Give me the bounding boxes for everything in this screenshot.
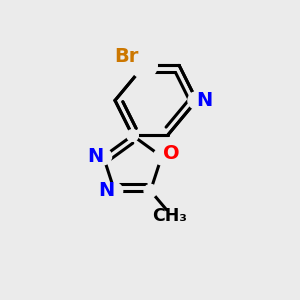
Circle shape xyxy=(127,130,138,141)
Circle shape xyxy=(154,148,170,165)
Text: CH₃: CH₃ xyxy=(152,207,187,225)
Circle shape xyxy=(188,92,206,109)
Circle shape xyxy=(106,183,123,199)
Circle shape xyxy=(95,148,112,165)
Circle shape xyxy=(131,52,157,79)
Text: N: N xyxy=(87,147,103,166)
Text: Br: Br xyxy=(115,47,139,66)
Text: N: N xyxy=(98,181,115,200)
Text: N: N xyxy=(196,91,212,110)
Text: O: O xyxy=(163,144,179,163)
Circle shape xyxy=(144,184,157,197)
